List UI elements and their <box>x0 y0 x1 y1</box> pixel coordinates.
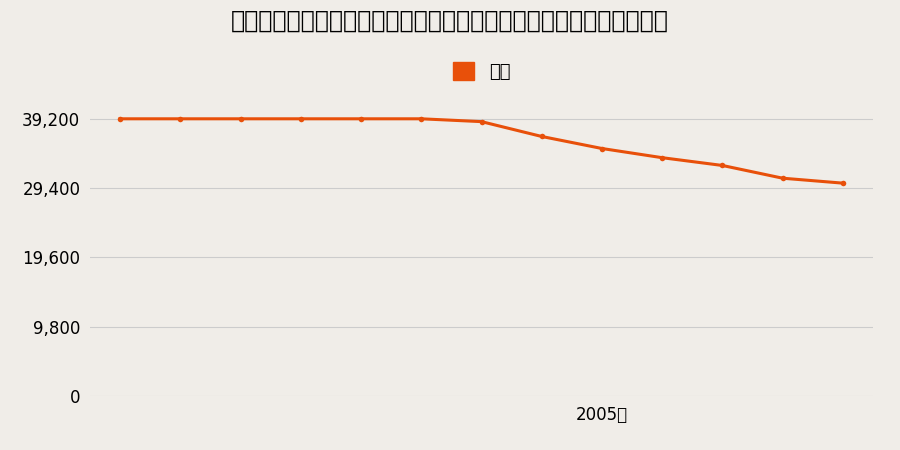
価格 <box>597 146 608 151</box>
価格 <box>657 155 668 160</box>
価格 <box>235 116 246 122</box>
Text: 長野県南佐久郡小海町大字豊里字まま下２７３番４外１筆の地価推移: 長野県南佐久郡小海町大字豊里字まま下２７３番４外１筆の地価推移 <box>231 9 669 33</box>
価格 <box>838 180 849 186</box>
価格 <box>416 116 427 122</box>
価格 <box>717 163 728 168</box>
Legend: 価格: 価格 <box>446 54 518 88</box>
価格 <box>175 116 185 122</box>
価格 <box>114 116 125 122</box>
価格 <box>778 176 788 181</box>
価格 <box>295 116 306 122</box>
価格 <box>356 116 366 122</box>
価格 <box>536 134 547 139</box>
価格 <box>476 119 487 124</box>
Line: 価格: 価格 <box>117 116 846 186</box>
